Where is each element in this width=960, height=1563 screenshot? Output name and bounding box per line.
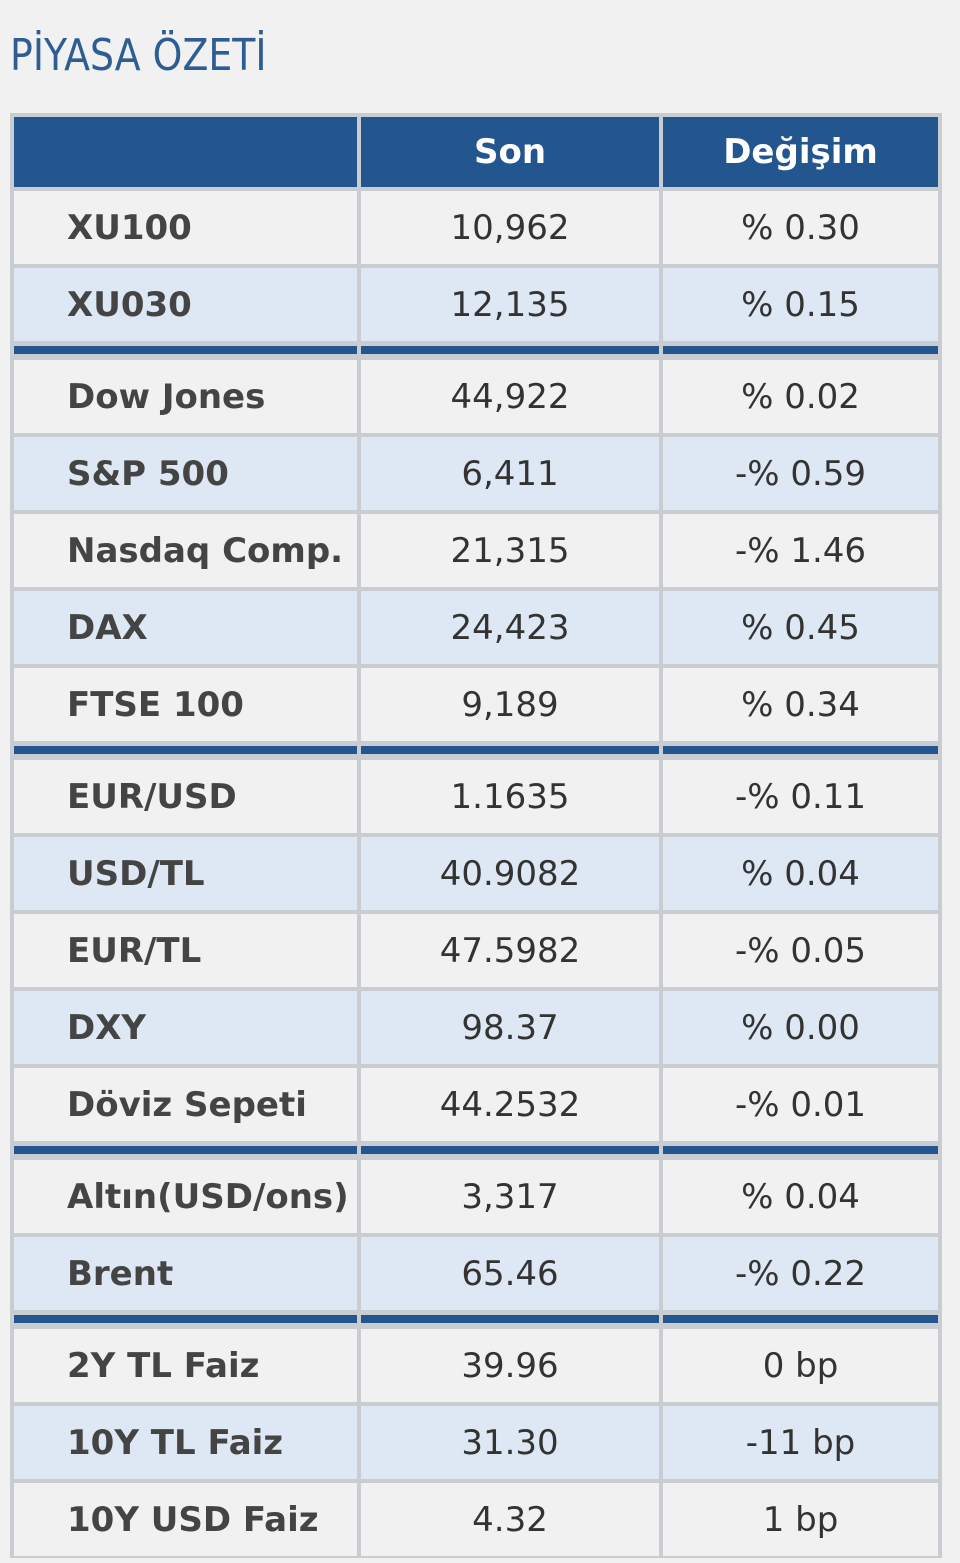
change-value: 1 bp xyxy=(663,1483,938,1556)
last-value: 98.37 xyxy=(361,991,659,1064)
last-value: 24,423 xyxy=(361,591,659,664)
separator-segment xyxy=(361,1315,659,1323)
group-separator xyxy=(14,746,938,754)
table-row: EUR/USD 1.1635 -% 0.11 xyxy=(14,760,938,833)
instrument-name: Dow Jones xyxy=(14,360,357,433)
instrument-name: 10Y USD Faiz xyxy=(14,1483,357,1556)
separator-segment xyxy=(663,1146,938,1154)
instrument-name: EUR/USD xyxy=(14,760,357,833)
table-row: 2Y TL Faiz 39.96 0 bp xyxy=(14,1329,938,1402)
change-value: % 0.30 xyxy=(663,191,938,264)
table-row: FTSE 100 9,189% 0.34 xyxy=(14,668,938,741)
header-change: Değişim xyxy=(663,117,938,187)
instrument-name: Nasdaq Comp. xyxy=(14,514,357,587)
table-row: 10Y USD Faiz 4.32 1 bp xyxy=(14,1483,938,1556)
group-separator xyxy=(14,346,938,354)
last-value: 10,962 xyxy=(361,191,659,264)
table-row: Altın(USD/ons) 3,317% 0.04 xyxy=(14,1160,938,1233)
table-row: 10Y TL Faiz 31.30 -11 bp xyxy=(14,1406,938,1479)
last-value: 21,315 xyxy=(361,514,659,587)
change-value: -11 bp xyxy=(663,1406,938,1479)
change-value: -% 0.11 xyxy=(663,760,938,833)
last-value: 4.32 xyxy=(361,1483,659,1556)
header-name-cell xyxy=(14,117,357,187)
change-value: -% 1.46 xyxy=(663,514,938,587)
separator-segment xyxy=(361,346,659,354)
instrument-name: S&P 500 xyxy=(14,437,357,510)
instrument-name: USD/TL xyxy=(14,837,357,910)
header-last: Son xyxy=(361,117,659,187)
last-value: 40.9082 xyxy=(361,837,659,910)
instrument-name: 2Y TL Faiz xyxy=(14,1329,357,1402)
instrument-name: Döviz Sepeti xyxy=(14,1068,357,1141)
table-row: DAX 24,423% 0.45 xyxy=(14,591,938,664)
separator-segment xyxy=(663,746,938,754)
instrument-name: 10Y TL Faiz xyxy=(14,1406,357,1479)
change-value: % 0.00 xyxy=(663,991,938,1064)
table-row: Brent 65.46 -% 0.22 xyxy=(14,1237,938,1310)
table-row: DXY 98.37% 0.00 xyxy=(14,991,938,1064)
separator-segment xyxy=(361,1146,659,1154)
group-separator xyxy=(14,1146,938,1154)
last-value: 9,189 xyxy=(361,668,659,741)
table-row: S&P 500 6,411 -% 0.59 xyxy=(14,437,938,510)
market-summary-table: Son Değişim XU100 10,962% 0.30 XU030 12,135… xyxy=(10,113,942,1558)
last-value: 6,411 xyxy=(361,437,659,510)
separator-segment xyxy=(14,1146,357,1154)
change-value: -% 0.05 xyxy=(663,914,938,987)
instrument-name: Brent xyxy=(14,1237,357,1310)
group-separator xyxy=(14,1315,938,1323)
table-row: EUR/TL 47.5982 -% 0.05 xyxy=(14,914,938,987)
table-header: Son Değişim xyxy=(14,117,938,187)
instrument-name: EUR/TL xyxy=(14,914,357,987)
last-value: 39.96 xyxy=(361,1329,659,1402)
instrument-name: Altın(USD/ons) xyxy=(14,1160,357,1233)
change-value: 0 bp xyxy=(663,1329,938,1402)
last-value: 12,135 xyxy=(361,268,659,341)
instrument-name: XU030 xyxy=(14,268,357,341)
change-value: -% 0.59 xyxy=(663,437,938,510)
separator-segment xyxy=(361,746,659,754)
change-value: -% 0.01 xyxy=(663,1068,938,1141)
last-value: 1.1635 xyxy=(361,760,659,833)
change-value: % 0.34 xyxy=(663,668,938,741)
table-row: XU100 10,962% 0.30 xyxy=(14,191,938,264)
last-value: 3,317 xyxy=(361,1160,659,1233)
change-value: % 0.04 xyxy=(663,837,938,910)
last-value: 47.5982 xyxy=(361,914,659,987)
change-value: % 0.45 xyxy=(663,591,938,664)
separator-segment xyxy=(14,746,357,754)
separator-segment xyxy=(14,346,357,354)
separator-segment xyxy=(14,1315,357,1323)
table-row: USD/TL 40.9082% 0.04 xyxy=(14,837,938,910)
change-value: % 0.02 xyxy=(663,360,938,433)
separator-segment xyxy=(663,346,938,354)
instrument-name: DAX xyxy=(14,591,357,664)
instrument-name: DXY xyxy=(14,991,357,1064)
change-value: % 0.04 xyxy=(663,1160,938,1233)
table-row: XU030 12,135% 0.15 xyxy=(14,268,938,341)
last-value: 44,922 xyxy=(361,360,659,433)
last-value: 31.30 xyxy=(361,1406,659,1479)
change-value: % 0.15 xyxy=(663,268,938,341)
page-title: PİYASA ÖZETİ xyxy=(10,30,267,81)
table-row: Dow Jones 44,922% 0.02 xyxy=(14,360,938,433)
instrument-name: XU100 xyxy=(14,191,357,264)
separator-segment xyxy=(663,1315,938,1323)
last-value: 65.46 xyxy=(361,1237,659,1310)
change-value: -% 0.22 xyxy=(663,1237,938,1310)
table-row: Döviz Sepeti 44.2532 -% 0.01 xyxy=(14,1068,938,1141)
table-row: Nasdaq Comp. 21,315 -% 1.46 xyxy=(14,514,938,587)
instrument-name: FTSE 100 xyxy=(14,668,357,741)
last-value: 44.2532 xyxy=(361,1068,659,1141)
